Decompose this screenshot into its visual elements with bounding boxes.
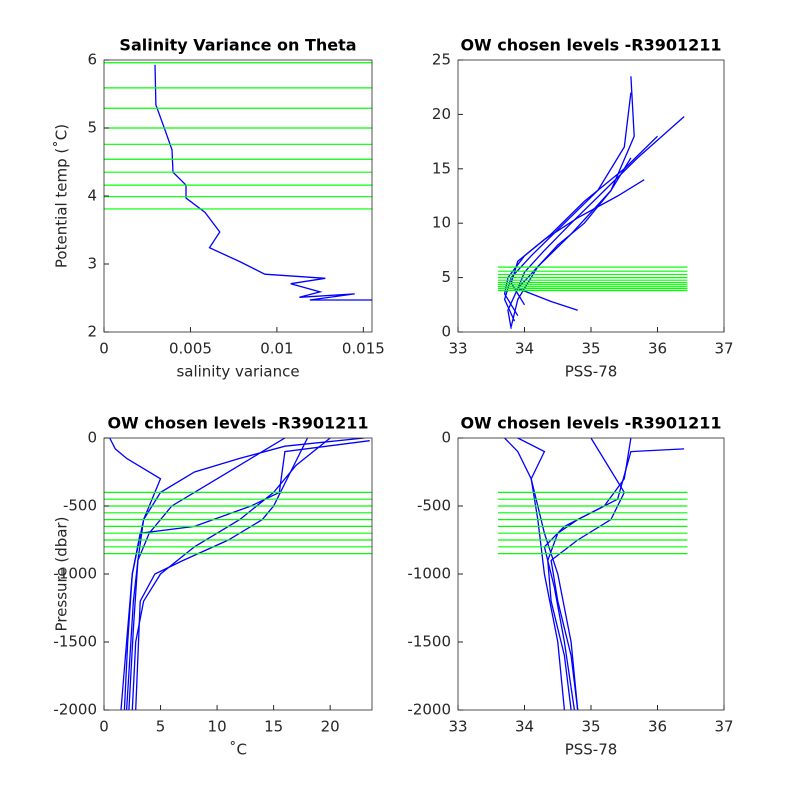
profile-line	[154, 64, 372, 301]
subplot-title: OW chosen levels -R3901211	[107, 414, 368, 433]
x-tick-label: 37	[714, 340, 733, 358]
y-tick-label: 3	[87, 255, 97, 273]
x-tick-label: 15	[264, 718, 283, 736]
plot-area	[104, 62, 372, 301]
y-tick-label: 6	[87, 51, 97, 69]
y-tick-label: -1000	[407, 565, 451, 583]
x-tick-label: 0.01	[260, 340, 293, 358]
profile-line	[510, 179, 645, 306]
x-tick-label: 20	[321, 718, 340, 736]
x-tick-label: 34	[515, 718, 534, 736]
x-tick-label: 0	[99, 718, 109, 736]
x-axis-label: PSS-78	[565, 741, 618, 759]
y-tick-label: 10	[432, 214, 451, 232]
y-axis-label: Pressure (dbar)	[53, 517, 71, 632]
y-tick-label: 0	[87, 429, 97, 447]
x-axis-label: ˚C	[229, 741, 247, 759]
profile-line	[123, 440, 370, 710]
plot-area	[497, 76, 688, 329]
y-tick-label: -1500	[407, 633, 451, 651]
subplot-title: OW chosen levels -R3901211	[460, 36, 721, 55]
y-tick-label: 0	[441, 323, 451, 341]
profile-line	[125, 438, 286, 710]
y-tick-label: -1000	[53, 565, 97, 583]
subplot-title: Salinity Variance on Theta	[119, 36, 356, 55]
plot-area	[497, 438, 688, 710]
x-tick-label: 36	[648, 718, 667, 736]
y-tick-label: -500	[63, 497, 97, 515]
x-tick-label: 10	[208, 718, 227, 736]
y-tick-label: -1500	[53, 633, 97, 651]
plot-area	[104, 438, 372, 710]
y-tick-label: 0	[441, 429, 451, 447]
axes-box	[103, 437, 373, 711]
profile-line	[543, 448, 685, 710]
x-axis-label: salinity variance	[176, 363, 299, 381]
profile-line	[109, 438, 162, 710]
y-tick-label: 5	[441, 268, 451, 286]
x-tick-label: 36	[648, 340, 667, 358]
profile-line	[120, 438, 365, 710]
y-tick-label: -2000	[53, 701, 97, 719]
profile-line	[131, 438, 331, 710]
x-tick-label: 35	[581, 718, 600, 736]
profile-line	[516, 116, 685, 311]
x-tick-label: 33	[448, 340, 467, 358]
x-tick-label: 0	[99, 340, 109, 358]
y-axis-label: Potential temp (˚C)	[53, 124, 71, 268]
y-tick-label: 5	[87, 119, 97, 137]
y-tick-label: -2000	[407, 701, 451, 719]
x-tick-label: 0.005	[169, 340, 212, 358]
y-tick-label: 4	[87, 187, 97, 205]
x-tick-label: 37	[714, 718, 733, 736]
profile-line	[504, 438, 579, 710]
y-tick-label: -500	[417, 497, 451, 515]
profile-line	[135, 438, 309, 710]
x-tick-label: 34	[515, 340, 534, 358]
subplot-title: OW chosen levels -R3901211	[460, 414, 721, 433]
y-tick-label: 2	[87, 323, 97, 341]
x-axis-label: PSS-78	[565, 363, 618, 381]
axes-box	[103, 59, 373, 333]
y-tick-label: 15	[432, 159, 451, 177]
x-tick-label: 0.015	[342, 340, 385, 358]
x-tick-label: 33	[448, 718, 467, 736]
y-tick-label: 25	[432, 51, 451, 69]
y-tick-label: 20	[432, 105, 451, 123]
profile-line	[507, 157, 632, 329]
x-tick-label: 5	[156, 718, 166, 736]
axes-box	[457, 437, 725, 711]
profile-line	[510, 76, 635, 327]
profile-line	[550, 438, 626, 710]
x-tick-label: 35	[581, 340, 600, 358]
